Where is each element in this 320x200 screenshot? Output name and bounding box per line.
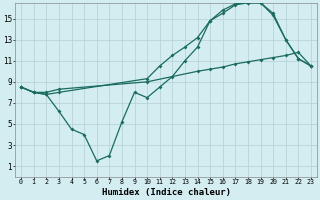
X-axis label: Humidex (Indice chaleur): Humidex (Indice chaleur) — [101, 188, 230, 197]
